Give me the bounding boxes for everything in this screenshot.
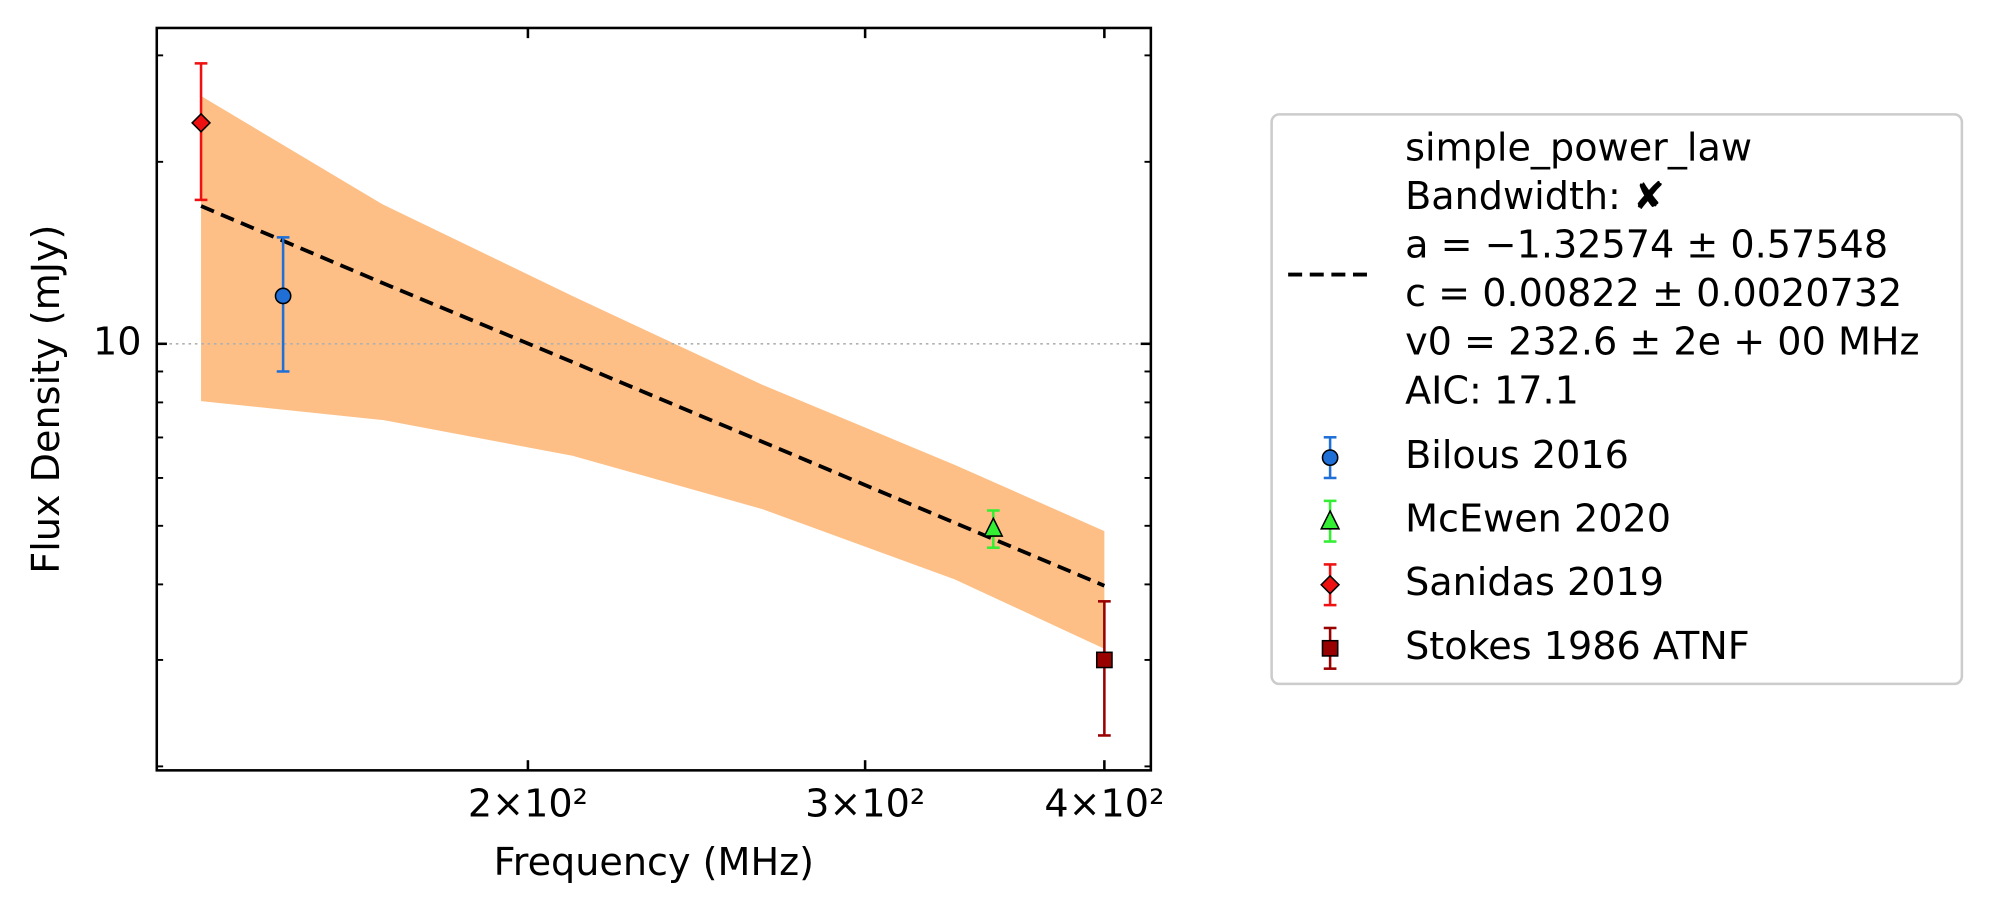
marker xyxy=(1319,509,1341,530)
legend-fit-text: c = 0.00822 ± 0.0020732 xyxy=(1405,271,1902,315)
x-axis-label: Frequency (MHz) xyxy=(494,840,814,884)
marker xyxy=(191,112,212,133)
plot-area: 10 2×10² 3×10² 4×10² xyxy=(93,27,1164,825)
y-tick-label: 10 xyxy=(93,319,142,363)
axes-frame xyxy=(155,26,1153,772)
marker xyxy=(1321,639,1339,657)
legend-label: Sanidas 2019 xyxy=(1405,560,1664,604)
x-tick-label: 3×10² xyxy=(805,781,925,825)
legend-fit-text: simple_power_law xyxy=(1405,126,1752,170)
x-tick-label: 4×10² xyxy=(1044,781,1164,825)
x-tick-label: 2×10² xyxy=(468,781,588,825)
marker xyxy=(1321,449,1339,467)
marker xyxy=(1320,574,1341,595)
legend-fit-text: v0 = 232.6 ± 2e + 00 MHz xyxy=(1405,320,1919,364)
error-bar xyxy=(1098,600,1111,737)
legend-label: McEwen 2020 xyxy=(1405,497,1671,541)
error-bar xyxy=(276,236,290,373)
legend-fit-text: Bandwidth: ✘ xyxy=(1405,174,1665,218)
legend-label: Bilous 2016 xyxy=(1405,433,1629,477)
marker xyxy=(983,516,1004,537)
marker xyxy=(274,287,292,305)
legend-label: Stokes 1986 ATNF xyxy=(1405,624,1750,668)
confidence-band xyxy=(201,95,1105,649)
y-axis-label: Flux Density (mJy) xyxy=(24,225,68,574)
marker xyxy=(1095,651,1113,669)
legend-box xyxy=(1270,113,1964,686)
fit-line xyxy=(200,204,1106,588)
legend-fit-text: a = −1.32574 ± 0.57548 xyxy=(1405,223,1888,267)
legend-fit-text: AIC: 17.1 xyxy=(1405,368,1579,412)
